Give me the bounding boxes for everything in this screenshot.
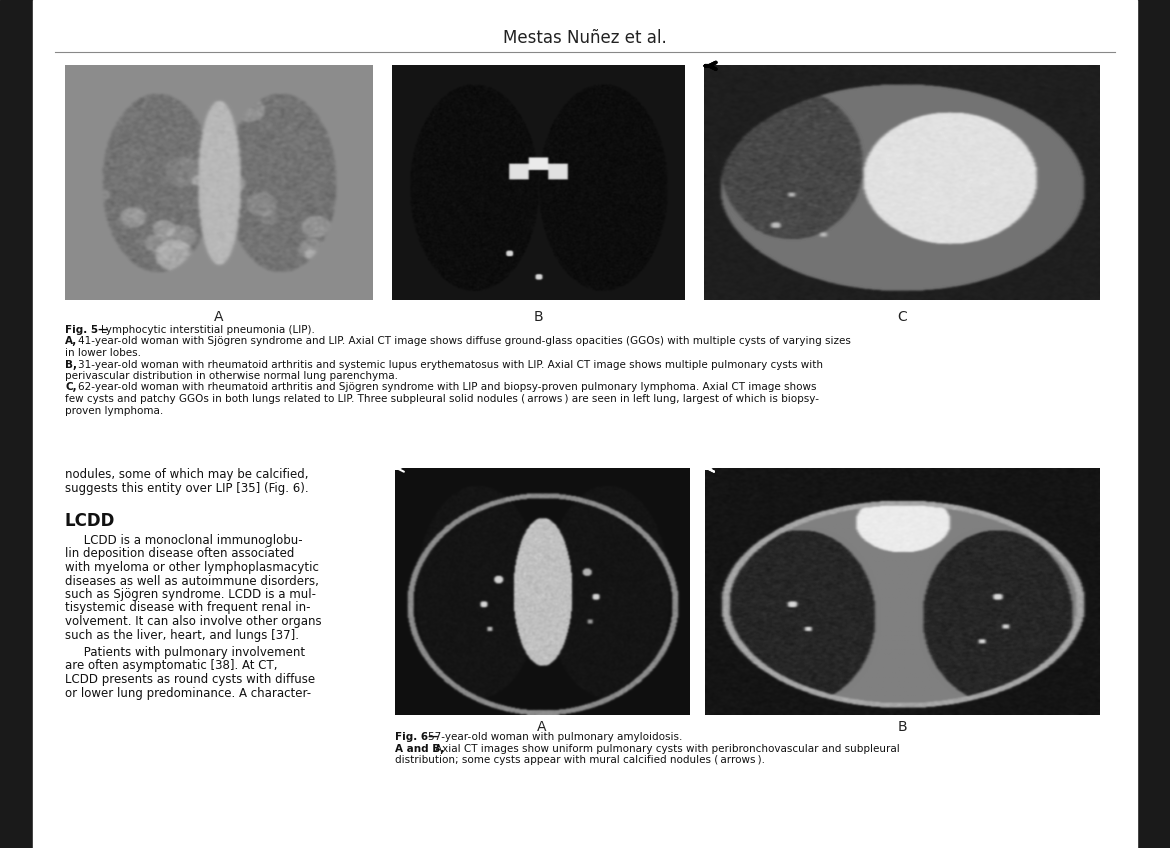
Text: 31-year-old woman with rheumatoid arthritis and systemic lupus erythematosus wit: 31-year-old woman with rheumatoid arthri… bbox=[78, 360, 823, 370]
Text: 41-year-old woman with Sjögren syndrome and LIP. Axial CT image shows diffuse gr: 41-year-old woman with Sjögren syndrome … bbox=[78, 337, 851, 347]
Text: A and B,: A and B, bbox=[395, 744, 445, 754]
Text: Patients with pulmonary involvement: Patients with pulmonary involvement bbox=[66, 646, 305, 659]
Text: B,: B, bbox=[66, 360, 77, 370]
Text: such as Sjögren syndrome. LCDD is a mul-: such as Sjögren syndrome. LCDD is a mul- bbox=[66, 588, 316, 601]
Text: suggests this entity over LIP [35] (Fig. 6).: suggests this entity over LIP [35] (Fig.… bbox=[66, 482, 309, 495]
Text: in lower lobes.: in lower lobes. bbox=[66, 348, 142, 358]
Text: proven lymphoma.: proven lymphoma. bbox=[66, 405, 164, 416]
Text: C: C bbox=[897, 310, 907, 324]
Text: Lymphocytic interstitial pneumonia (LIP).: Lymphocytic interstitial pneumonia (LIP)… bbox=[101, 325, 315, 335]
Text: LCDD: LCDD bbox=[66, 512, 116, 530]
Text: A,: A, bbox=[66, 337, 77, 347]
Text: Fig. 6—: Fig. 6— bbox=[395, 732, 439, 742]
Text: nodules, some of which may be calcified,: nodules, some of which may be calcified, bbox=[66, 468, 309, 481]
Text: few cysts and patchy GGOs in both lungs related to LIP. Three subpleural solid n: few cysts and patchy GGOs in both lungs … bbox=[66, 394, 819, 404]
Text: such as the liver, heart, and lungs [37].: such as the liver, heart, and lungs [37]… bbox=[66, 628, 300, 641]
Text: A: A bbox=[537, 720, 546, 734]
Text: with myeloma or other lymphoplasmacytic: with myeloma or other lymphoplasmacytic bbox=[66, 561, 319, 574]
Text: diseases as well as autoimmune disorders,: diseases as well as autoimmune disorders… bbox=[66, 574, 319, 588]
Text: LCDD is a monoclonal immunoglobu-: LCDD is a monoclonal immunoglobu- bbox=[66, 534, 303, 547]
Text: are often asymptomatic [38]. At CT,: are often asymptomatic [38]. At CT, bbox=[66, 660, 277, 672]
Text: B: B bbox=[897, 720, 907, 734]
Text: volvement. It can also involve other organs: volvement. It can also involve other org… bbox=[66, 615, 322, 628]
Bar bbox=[1137, 0, 1170, 848]
Text: C,: C, bbox=[66, 382, 76, 393]
Text: perivascular distribution in otherwise normal lung parenchyma.: perivascular distribution in otherwise n… bbox=[66, 371, 398, 381]
Text: B: B bbox=[534, 310, 543, 324]
Text: Fig. 5—: Fig. 5— bbox=[66, 325, 109, 335]
Bar bbox=[0, 0, 33, 848]
Text: 57-year-old woman with pulmonary amyloidosis.: 57-year-old woman with pulmonary amyloid… bbox=[428, 732, 682, 742]
Text: Mestas Nuñez et al.: Mestas Nuñez et al. bbox=[503, 29, 667, 47]
Text: A: A bbox=[214, 310, 223, 324]
Text: 62-year-old woman with rheumatoid arthritis and Sjögren syndrome with LIP and bi: 62-year-old woman with rheumatoid arthri… bbox=[78, 382, 817, 393]
Text: Axial CT images show uniform pulmonary cysts with peribronchovascular and subple: Axial CT images show uniform pulmonary c… bbox=[435, 744, 900, 754]
Text: LCDD presents as round cysts with diffuse: LCDD presents as round cysts with diffus… bbox=[66, 673, 315, 686]
Text: or lower lung predominance. A character-: or lower lung predominance. A character- bbox=[66, 687, 311, 700]
Text: lin deposition disease often associated: lin deposition disease often associated bbox=[66, 548, 295, 561]
Text: tisystemic disease with frequent renal in-: tisystemic disease with frequent renal i… bbox=[66, 601, 310, 615]
Text: distribution; some cysts appear with mural calcified nodules ( arrows ).: distribution; some cysts appear with mur… bbox=[395, 755, 765, 765]
